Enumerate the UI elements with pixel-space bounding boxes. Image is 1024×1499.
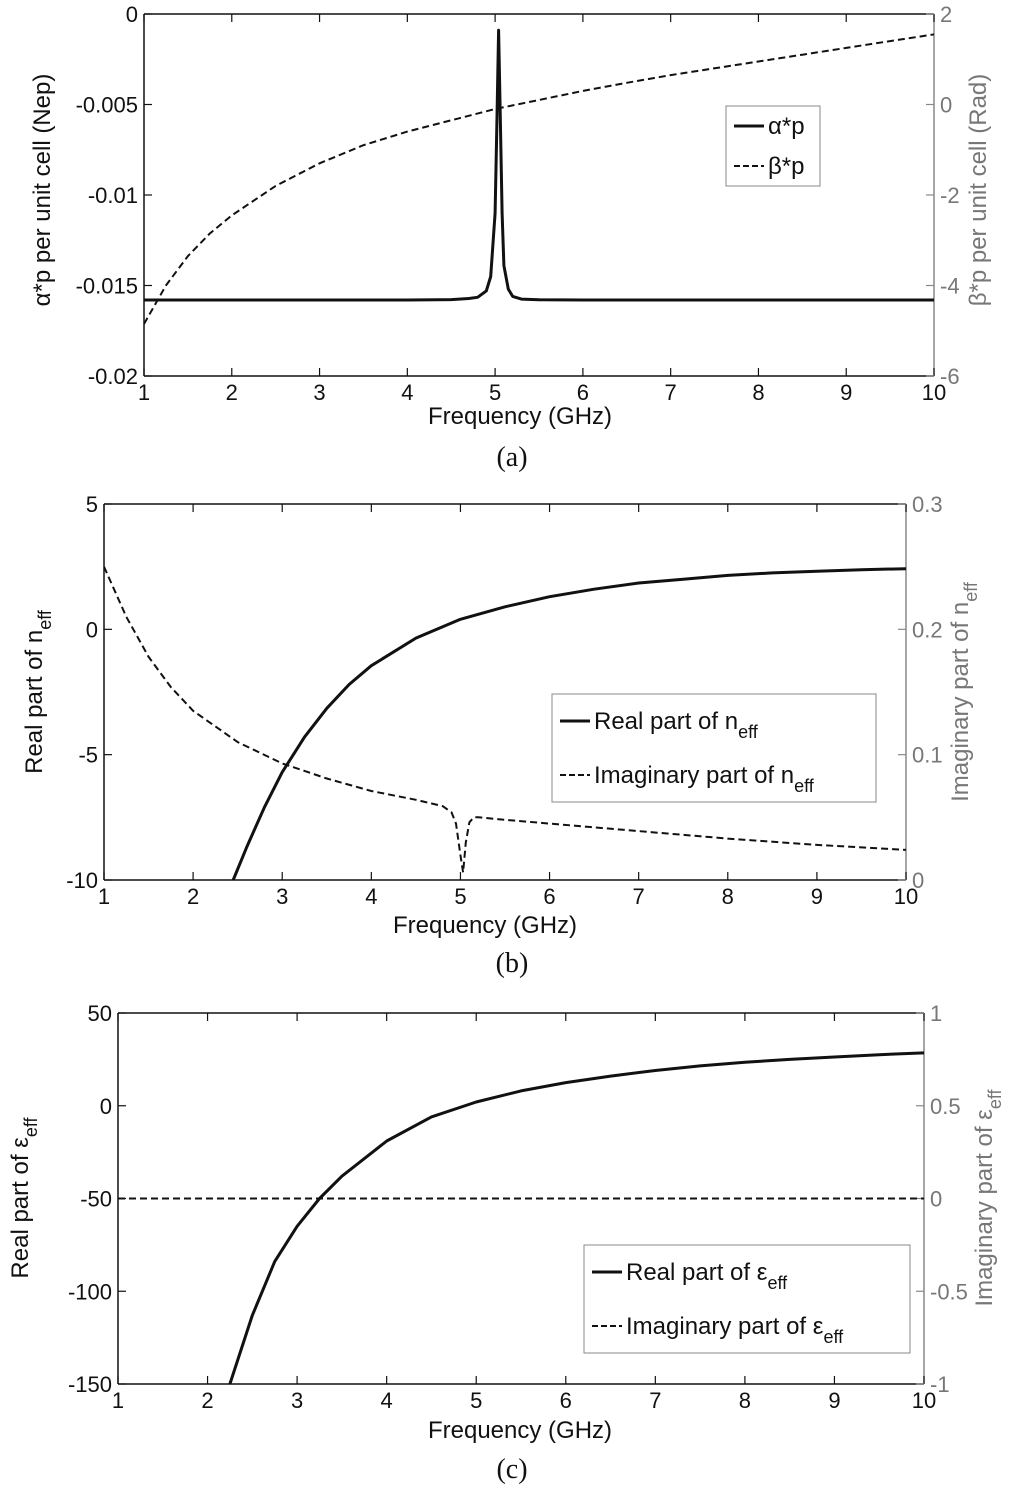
x-tick-label: 3 (276, 884, 288, 909)
x-tick-label: 5 (454, 884, 466, 909)
y-right-axis-label: Imaginary part of εeff (971, 1088, 1005, 1306)
y-right-axis-label: β*p per unit cell (Rad) (965, 74, 992, 307)
series-line-solid (144, 28, 934, 302)
y-left-axis-label: Real part of neff (21, 609, 55, 774)
y-right-tick-label: 0.2 (912, 617, 943, 642)
x-tick-label: 2 (201, 1388, 213, 1413)
legend-label: Real part of neff (594, 708, 759, 742)
x-tick-label: 6 (560, 1388, 572, 1413)
caption: (b) (496, 948, 529, 979)
y-left-tick-label: -150 (68, 1372, 112, 1397)
x-tick-label: 1 (98, 884, 110, 909)
y-right-tick-label: 0.1 (912, 743, 943, 768)
y-right-tick-label: -1 (930, 1372, 950, 1397)
x-tick-label: 4 (381, 1388, 393, 1413)
x-tick-label: 8 (752, 380, 764, 405)
y-left-tick-label: -50 (80, 1187, 112, 1212)
x-tick-label: 7 (633, 884, 645, 909)
x-tick-label: 1 (112, 1388, 124, 1413)
y-left-tick-label: -10 (66, 868, 98, 893)
y-left-tick-label: -0.01 (88, 183, 138, 208)
y-left-tick-label: 50 (88, 1001, 112, 1026)
series-line-dashed (144, 33, 934, 325)
chart-1: 1 2 3 4 5 6 7 8 9 10 -0.02 -0.015 -0.01 -0.005 0 -6 -4 -2… (29, 2, 992, 473)
x-tick-label: 1 (138, 380, 150, 405)
caption: (c) (496, 1454, 527, 1485)
y-right-tick-label: 0 (940, 93, 952, 118)
chart-3: 1 2 3 4 5 6 7 8 9 10 -150 -100 -50 0 50 -1 -0.5 0 0.5 1 Freq… (7, 1001, 1005, 1485)
y-right-tick-label: 2 (940, 2, 952, 27)
y-left-tick-label: 0 (100, 1094, 112, 1119)
x-tick-label: 3 (313, 380, 325, 405)
legend-label: Imaginary part of neff (594, 762, 815, 796)
legend: α*p β*p (725, 105, 821, 187)
y-left-tick-label: -0.015 (76, 274, 138, 299)
series-line-solid (231, 567, 906, 881)
y-left-tick-label: -5 (78, 743, 98, 768)
x-tick-label: 8 (722, 884, 734, 909)
x-axis-label: Frequency (GHz) (393, 912, 577, 939)
x-tick-label: 10 (922, 380, 946, 405)
legend: Real part of εeff Imaginary part of εeff (583, 1244, 911, 1354)
y-right-tick-label: -2 (940, 183, 960, 208)
caption: (a) (496, 442, 527, 473)
x-axis-label: Frequency (GHz) (428, 1417, 612, 1444)
y-right-tick-label: 0 (930, 1187, 942, 1212)
y-left-tick-label: -0.005 (76, 93, 138, 118)
y-right-tick-label: 1 (930, 1001, 942, 1026)
legend-box (583, 1244, 911, 1354)
x-tick-label: 7 (649, 1388, 661, 1413)
x-tick-label: 9 (811, 884, 823, 909)
y-right-axis-label: Imaginary part of neff (947, 581, 981, 802)
y-left-axis-label: Real part of εeff (7, 1116, 41, 1278)
x-tick-label: 6 (577, 380, 589, 405)
y-left-tick-label: 0 (126, 2, 138, 27)
x-tick-label: 7 (665, 380, 677, 405)
series-line-solid (228, 1051, 924, 1385)
y-left-tick-label: 5 (86, 492, 98, 517)
y-right-tick-label: 0.5 (930, 1094, 961, 1119)
y-left-tick-label: -100 (68, 1279, 112, 1304)
x-tick-label: 9 (840, 380, 852, 405)
y-left-tick-label: 0 (86, 617, 98, 642)
y-right-tick-label: 0 (912, 868, 924, 893)
series-line-dashed (104, 566, 906, 874)
x-tick-label: 2 (187, 884, 199, 909)
y-left-axis-label: α*p per unit cell (Nep) (29, 74, 56, 307)
legend-label: β*p (768, 153, 805, 180)
x-axis-label: Frequency (GHz) (428, 403, 612, 430)
legend-label: α*p (768, 113, 805, 140)
legend: Real part of neff Imaginary part of neff (551, 693, 877, 803)
x-tick-label: 10 (912, 1388, 936, 1413)
y-right-tick-label: 0.3 (912, 492, 943, 517)
x-tick-label: 4 (365, 884, 377, 909)
x-tick-label: 9 (828, 1388, 840, 1413)
x-tick-label: 6 (543, 884, 555, 909)
x-tick-label: 5 (489, 380, 501, 405)
legend-label: Real part of εeff (626, 1259, 788, 1293)
y-right-tick-label: -6 (940, 364, 960, 389)
x-tick-label: 5 (470, 1388, 482, 1413)
legend-box (725, 105, 821, 187)
y-right-tick-label: -0.5 (930, 1279, 968, 1304)
chart-2: 1 2 3 4 5 6 7 8 9 10 -10 -5 0 5 0 0.1 0.2 0.3 Frequency (G… (21, 492, 981, 979)
legend-box (551, 693, 877, 803)
y-right-tick-label: -4 (940, 274, 960, 299)
x-tick-label: 8 (739, 1388, 751, 1413)
x-tick-label: 2 (226, 380, 238, 405)
x-tick-label: 3 (291, 1388, 303, 1413)
legend-label: Imaginary part of εeff (626, 1313, 844, 1347)
y-left-tick-label: -0.02 (88, 364, 138, 389)
x-tick-label: 4 (401, 380, 413, 405)
x-tick-label: 10 (894, 884, 918, 909)
